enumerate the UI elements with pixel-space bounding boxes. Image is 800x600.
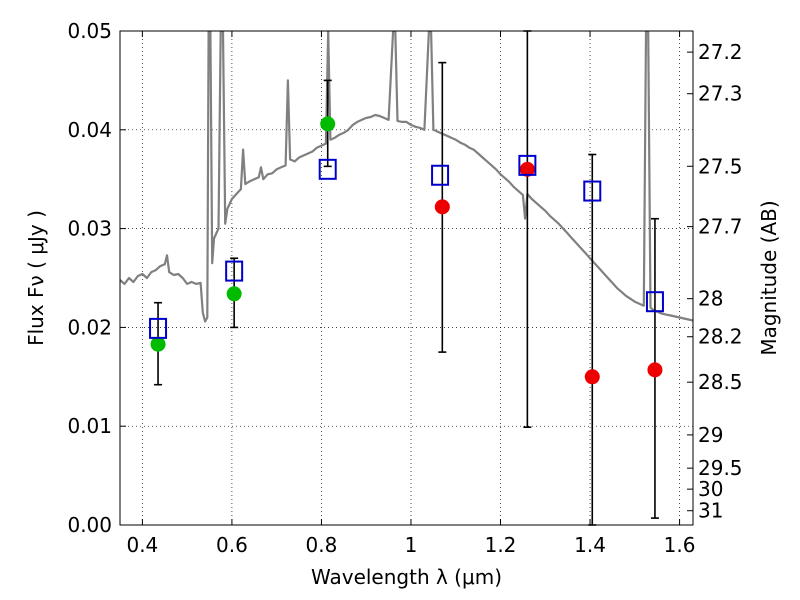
y-tick-label: 0.00 bbox=[67, 513, 112, 537]
right-axis-label: Magnitude (AB) bbox=[757, 200, 781, 355]
right-tick-label: 31 bbox=[698, 499, 723, 523]
model-bandpass-marker bbox=[225, 260, 244, 282]
right-tick-label: 27.2 bbox=[698, 40, 743, 64]
right-tick-label: 29 bbox=[698, 423, 723, 447]
observed-low-significance-point bbox=[584, 369, 600, 385]
right-tick-label: 27.5 bbox=[698, 154, 743, 178]
observed-low-significance-point bbox=[519, 161, 535, 177]
right-tick-label: 27.7 bbox=[698, 215, 743, 239]
right-tick-label: 30 bbox=[698, 477, 723, 501]
model-bandpass-marker bbox=[583, 180, 602, 202]
observed-low-significance-point bbox=[434, 199, 450, 215]
plot-frame bbox=[119, 30, 694, 526]
axis-ticks: 0.4 0.6 0.8 1 1.2 1.4 1.6 0.00 0.01 0.02 0.03 0.04 0… bbox=[67, 19, 742, 557]
model-bandpass-marker bbox=[645, 291, 664, 313]
model-sed-layer bbox=[120, 31, 693, 323]
x-tick-label: 1.4 bbox=[574, 533, 606, 557]
observed-detections-point bbox=[150, 336, 166, 352]
x-tick-label: 1.2 bbox=[485, 533, 517, 557]
right-tick-label: 29.5 bbox=[698, 456, 743, 480]
x-tick-label: 1 bbox=[405, 533, 418, 557]
x-tick-label: 0.4 bbox=[126, 533, 158, 557]
right-tick-label: 28.5 bbox=[698, 370, 743, 394]
model-bandpass-marker bbox=[149, 317, 168, 339]
error-bars bbox=[154, 30, 659, 526]
model-bandpass-marker bbox=[431, 164, 450, 186]
data-markers bbox=[149, 116, 664, 385]
model-bandpass-marker bbox=[518, 154, 537, 176]
observed-detections-point bbox=[320, 116, 336, 132]
right-tick-label: 28 bbox=[698, 287, 723, 311]
right-tick-label: 27.3 bbox=[698, 82, 743, 106]
x-tick-label: 0.8 bbox=[306, 533, 338, 557]
y-tick-label: 0.03 bbox=[67, 217, 112, 241]
observed-low-significance-point bbox=[647, 362, 663, 378]
x-tick-label: 1.6 bbox=[664, 533, 696, 557]
y-tick-label: 0.01 bbox=[67, 414, 112, 438]
observed-detections-point bbox=[226, 286, 242, 302]
x-axis-label: Wavelength λ (μm) bbox=[311, 565, 502, 589]
y-axis-label: Flux Fν ( μJy ) bbox=[24, 210, 48, 346]
x-tick-label: 0.6 bbox=[216, 533, 248, 557]
y-tick-label: 0.05 bbox=[67, 19, 112, 43]
model-sed-line bbox=[120, 31, 693, 323]
model-bandpass-marker bbox=[318, 158, 337, 180]
right-tick-label: 28.2 bbox=[698, 325, 743, 349]
y-tick-label: 0.02 bbox=[67, 315, 112, 339]
y-tick-label: 0.04 bbox=[67, 118, 112, 142]
